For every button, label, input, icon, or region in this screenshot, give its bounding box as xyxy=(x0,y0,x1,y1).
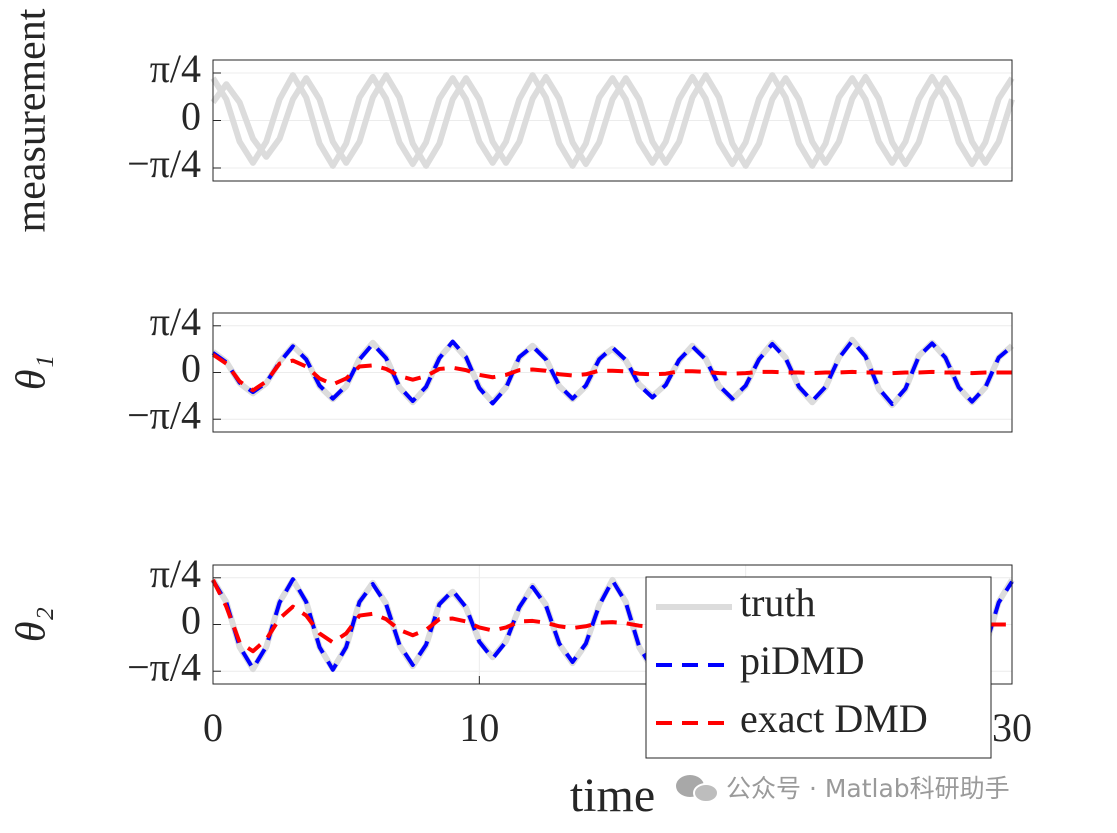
x-tick-label: 0 xyxy=(203,705,223,750)
axes-box xyxy=(212,312,1013,433)
legend-label: exact DMD xyxy=(740,696,928,741)
x-tick-label: 30 xyxy=(992,705,1032,750)
y-tick-label: 0 xyxy=(181,598,201,643)
series-line xyxy=(210,72,1015,169)
legend-label: truth xyxy=(740,580,816,625)
axes-box xyxy=(212,564,1013,685)
y-tick-label: π/4 xyxy=(150,551,201,596)
y-tick-label: −π/4 xyxy=(127,392,201,437)
axes-box xyxy=(212,59,1013,182)
x-tick-label: 10 xyxy=(459,705,499,750)
watermark-icon xyxy=(676,775,719,803)
y-axis-label: θ₁ xyxy=(9,355,55,390)
series-line xyxy=(210,72,1015,169)
y-tick-label: −π/4 xyxy=(127,141,201,186)
series-line xyxy=(211,352,1012,393)
y-tick-label: 0 xyxy=(181,346,201,391)
y-tick-label: π/4 xyxy=(150,299,201,344)
series-line xyxy=(211,336,1014,409)
y-tick-label: 0 xyxy=(181,94,201,139)
y-tick-label: π/4 xyxy=(150,46,201,91)
watermark: 公众号 · Matlab科研助手 xyxy=(726,774,1010,803)
legend-label: piDMD xyxy=(740,638,864,683)
series-line xyxy=(211,578,1012,654)
legend: truth piDMD exact DMD xyxy=(645,576,992,759)
y-axis-label: measurement xyxy=(9,8,55,232)
y-axis-label: θ₂ xyxy=(9,607,55,642)
x-axis-label: time xyxy=(570,769,655,822)
y-tick-label: −π/4 xyxy=(127,644,201,689)
